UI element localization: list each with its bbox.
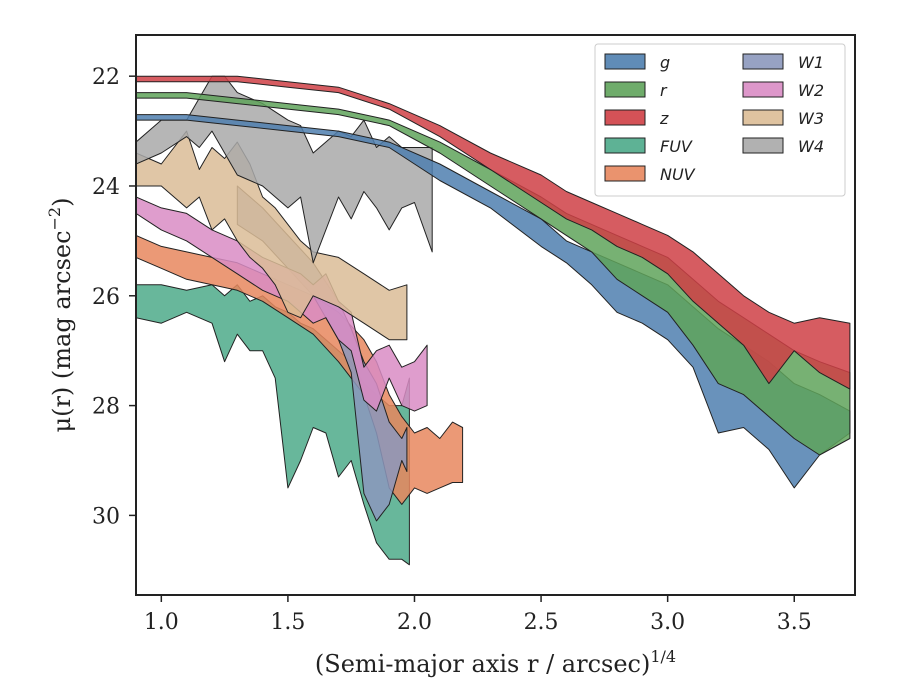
y-tick-label: 28	[92, 395, 120, 420]
legend-label-w3: W3	[798, 109, 824, 128]
legend-label-w4: W4	[798, 137, 824, 156]
x-tick-label: 3.0	[650, 610, 685, 635]
x-axis-label-exponent: 1/4	[650, 647, 676, 666]
legend-label-fuv: FUV	[660, 137, 693, 156]
x-tick-label: 2.5	[524, 610, 559, 635]
bands-layer	[136, 75, 851, 566]
x-tick-label: 1.5	[270, 610, 305, 635]
legend-label-nuv: NUV	[660, 165, 696, 184]
legend-swatch-w1	[742, 53, 784, 70]
legend-swatch-g	[604, 53, 646, 70]
y-axis-label: μ(r) (mag arcsec−2)	[45, 198, 76, 433]
legend-label-g: g	[660, 53, 670, 72]
x-tick-label: 3.5	[777, 610, 812, 635]
y-tick-label: 24	[92, 175, 120, 200]
y-axis-label-text: μ(r) (mag arcsec	[48, 230, 76, 432]
legend-label-w1: W1	[798, 53, 824, 72]
x-tick-label: 2.0	[397, 610, 432, 635]
y-axis-label-close: )	[48, 198, 76, 207]
legend-swatch-nuv	[604, 165, 646, 182]
legend-swatch-z	[604, 109, 646, 126]
legend-swatch-w3	[742, 109, 784, 126]
legend-label-z: z	[659, 109, 669, 128]
plot-frame	[135, 34, 856, 596]
legend-swatch-fuv	[604, 137, 646, 154]
y-axis-label-exponent: −2	[45, 207, 64, 231]
x-axis-label-text: (Semi-major axis r / arcsec)	[315, 650, 650, 678]
axes-layer: 1.0 1.5 2.0 2.5 3.0 3.5 22 24 26 28 30	[92, 65, 812, 635]
legend-swatch-w2	[742, 81, 784, 98]
x-axis-label: (Semi-major axis r / arcsec)1/4	[315, 647, 676, 678]
y-tick-label: 26	[92, 285, 120, 310]
x-tick-label: 1.0	[144, 610, 179, 635]
legend-label-r: r	[660, 81, 668, 100]
band-z	[136, 75, 851, 390]
legend-swatch-r	[604, 81, 646, 98]
legend-swatch-w4	[742, 137, 784, 154]
legend-label-w2: W2	[798, 81, 824, 100]
y-tick-label: 22	[92, 65, 120, 90]
legend: grz FUV NUV W1 W2 W3 W4	[594, 43, 846, 197]
y-tick-label: 30	[92, 504, 120, 529]
